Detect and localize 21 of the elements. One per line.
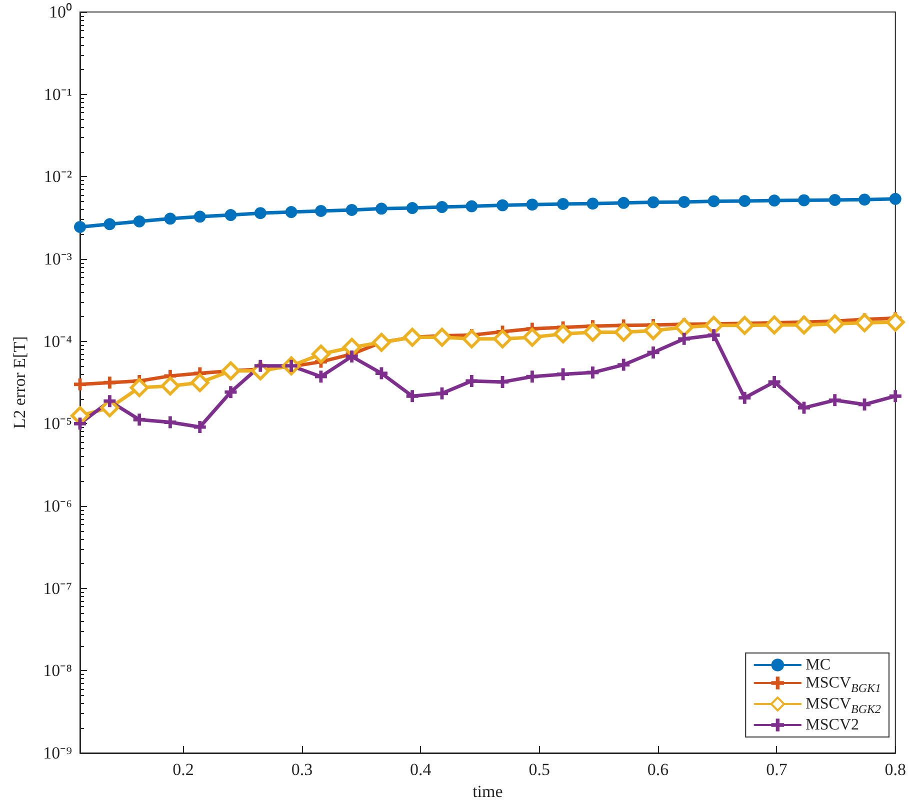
legend-label: MC	[806, 656, 831, 674]
x-tick-label: 0.5	[528, 760, 550, 779]
x-tick-label: 0.7	[766, 760, 788, 779]
y-tick-label: 10⁻⁴	[43, 332, 72, 351]
y-tick-label: 10⁻⁸	[43, 661, 72, 680]
x-tick-label: 0.6	[647, 760, 669, 779]
y-tick-label: 10⁻⁹	[43, 744, 72, 762]
x-tick-label: 0.3	[291, 760, 313, 779]
x-axis-title: time	[472, 782, 503, 801]
x-tick-label: 0.8	[884, 760, 906, 779]
y-tick-label: 10⁻³	[44, 250, 72, 268]
legend-label: MSCV2	[806, 716, 860, 734]
y-tick-label: 10⁻¹	[44, 84, 72, 104]
y-tick-label: 10⁰	[49, 2, 72, 22]
y-tick-label: 10⁻⁶	[43, 496, 72, 516]
y-tick-label: 10⁻²	[44, 167, 72, 186]
y-tick-label: 10⁻⁵	[43, 414, 72, 434]
y-axis-title: L2 error E[T]	[10, 336, 29, 429]
y-tick-label: 10⁻⁷	[43, 578, 72, 598]
x-tick-label: 0.2	[172, 760, 194, 779]
x-tick-label: 0.4	[410, 760, 432, 779]
